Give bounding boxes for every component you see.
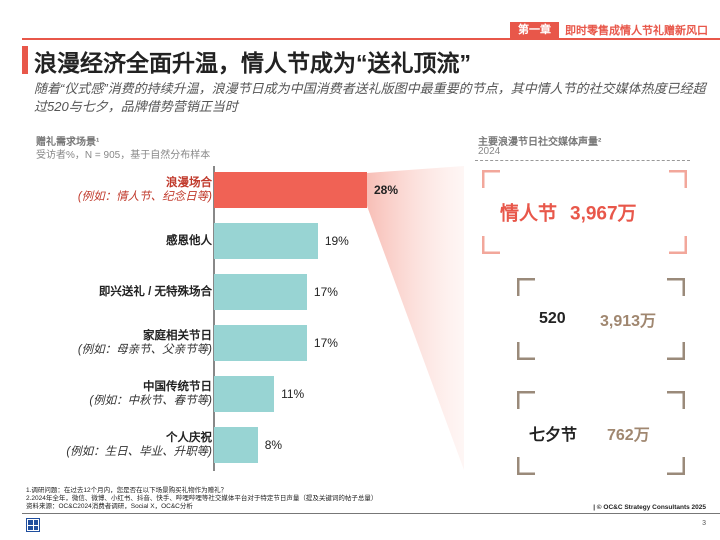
corner-brackets [517, 278, 685, 360]
footnotes: 1.调研问题：在过去12个月内，您是否在以下场景购买礼物作为赠礼？ 2.2024… [26, 487, 377, 511]
category-note: (例如：生日、毕业、升职等) [66, 446, 212, 458]
source-note: 资料来源：OC&C2024消费者调研，Social X，OC&C分析 [26, 503, 193, 510]
page-subtitle: 随着“仪式感”消费的持续升温，浪漫节日成为中国消费者送礼版图中最重要的节点，其中… [34, 81, 706, 114]
festival-volume-value: 762万 [607, 427, 650, 444]
category-name: 中国传统节日 [143, 381, 212, 393]
category-name: 感恩他人 [166, 235, 212, 247]
category-name: 浪漫场合 [166, 177, 212, 189]
title-accent-bar [22, 46, 28, 74]
category-label-5: 中国传统节日 (例如：中秋节、春节等) [0, 380, 212, 408]
footnote-2: 2.2024年全年，微信、微博、小红书、抖音、快手、哔哩哔哩等社交媒体平台对于特… [26, 495, 378, 502]
bar-value-label-3: 17% [313, 285, 338, 299]
category-note: (例如：中秋节、春节等) [89, 395, 212, 407]
festival-card-2: 520 3,913万 [517, 278, 685, 360]
festival-volume-value: 3,913万 [600, 313, 657, 330]
bar-value-label-4: 17% [313, 336, 338, 350]
bracket-corner-3 [482, 236, 500, 254]
category-name: 即兴送礼 / 无特殊场合 [98, 286, 212, 298]
corner-brackets [517, 391, 685, 475]
bar-value-label-2: 19% [324, 234, 349, 248]
bar-chart-axis [213, 166, 215, 471]
bracket-corner-4 [669, 236, 687, 254]
category-label-2: 感恩他人 [0, 234, 212, 248]
category-label-3: 即兴送礼 / 无特殊场合 [0, 285, 212, 299]
bar-value-label-6: 8% [264, 438, 283, 452]
right-section-subtitle: 2024 [478, 146, 501, 157]
festival-name: 520 [539, 310, 566, 327]
festival-name: 情人节 [500, 203, 558, 225]
bracket-corner-3 [517, 457, 535, 475]
bar-1 [214, 172, 367, 208]
bracket-corner-4 [667, 457, 685, 475]
right-section-divider [475, 160, 690, 161]
bracket-corner-2 [667, 391, 685, 409]
bar-5 [214, 376, 275, 412]
bracket-corner-1 [482, 170, 500, 188]
bracket-corner-4 [667, 342, 685, 360]
left-section-title: 赠礼需求场景¹ [36, 137, 100, 148]
bar-value-label-5: 11% [281, 387, 305, 401]
chapter-tag: 第一章 [510, 22, 559, 38]
bracket-corner-1 [517, 278, 535, 296]
chapter-title: 即时零售成情人节礼赠新风口 [565, 25, 708, 37]
bar-3 [214, 274, 307, 310]
corner-brackets [482, 170, 687, 254]
category-name: 个人庆祝 [166, 432, 212, 444]
footnote-1: 1.调研问题：在过去12个月内，您是否在以下场景购买礼物作为赠礼？ [26, 487, 228, 494]
bracket-corner-2 [667, 278, 685, 296]
left-section-subtitle: 受访者%，N = 905，基于自然分布样本 [36, 150, 211, 161]
category-note: (例如：母亲节、父亲节等) [77, 344, 212, 356]
category-label-1: 浪漫场合 (例如：情人节、纪念日等) [0, 176, 212, 204]
right-section-title: 主要浪漫节日社交媒体声量² [478, 137, 602, 148]
category-label-4: 家庭相关节日 (例如：母亲节、父亲节等) [0, 329, 212, 357]
category-label-6: 个人庆祝 (例如：生日、毕业、升职等) [0, 431, 212, 459]
bar-2 [214, 223, 318, 259]
page-title: 浪漫经济全面升温，情人节成为“送礼顶流” [34, 50, 471, 76]
bar-value-label-1: 28% [374, 183, 399, 197]
occ-logo-icon [26, 518, 40, 532]
category-name: 家庭相关节日 [143, 330, 212, 342]
bracket-corner-3 [517, 342, 535, 360]
festival-card-1: 情人节 3,967万 [482, 170, 687, 254]
festival-volume-value: 3,967万 [570, 203, 637, 225]
chapter-header: 第一章 即时零售成情人节礼赠新风口 [510, 22, 708, 38]
bracket-corner-1 [517, 391, 535, 409]
top-divider [22, 38, 720, 40]
gift-scenario-bar-chart: 28% 浪漫场合 (例如：情人节、纪念日等) 19% 感恩他人 17% 即兴送礼 / 无特殊… [0, 166, 470, 471]
bar-6 [214, 427, 258, 463]
category-note: (例如：情人节、纪念日等) [77, 191, 212, 203]
copyright: | © OC&C Strategy Consultants 2025 [593, 504, 706, 511]
bar-4 [214, 325, 307, 361]
page-number: 3 [702, 520, 706, 527]
bottom-divider [22, 513, 720, 514]
festival-card-3: 七夕节 762万 [517, 391, 685, 475]
festival-name: 七夕节 [529, 427, 578, 444]
bracket-corner-2 [669, 170, 687, 188]
